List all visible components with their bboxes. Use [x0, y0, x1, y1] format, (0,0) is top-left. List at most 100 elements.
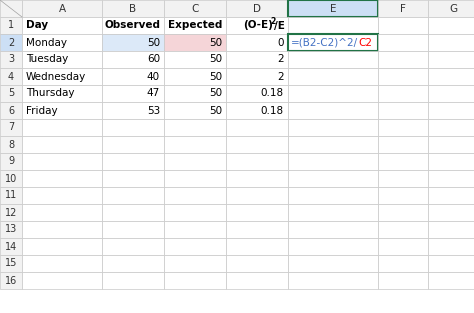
Text: 60: 60: [147, 54, 160, 64]
Bar: [226, 221, 288, 238]
Bar: [288, 102, 378, 119]
Bar: [102, 34, 164, 51]
Bar: [22, 153, 102, 170]
Bar: [378, 272, 428, 289]
Bar: [378, 255, 428, 272]
Bar: [22, 51, 102, 68]
Bar: [226, 170, 288, 187]
Text: Tuesday: Tuesday: [26, 54, 68, 64]
Bar: [288, 0, 378, 17]
Text: 1: 1: [8, 20, 14, 30]
Bar: [428, 34, 474, 51]
Bar: [226, 255, 288, 272]
Bar: [22, 255, 102, 272]
Bar: [0, 255, 22, 272]
Bar: [0, 170, 22, 187]
Bar: [102, 102, 164, 119]
Bar: [22, 68, 102, 85]
Bar: [288, 272, 378, 289]
Bar: [0, 187, 22, 204]
Text: 50: 50: [209, 71, 222, 81]
Bar: [378, 68, 428, 85]
Text: Friday: Friday: [26, 105, 58, 115]
Bar: [0, 34, 22, 51]
Bar: [22, 34, 102, 51]
Bar: [0, 272, 22, 289]
Bar: [22, 187, 102, 204]
Text: 50: 50: [209, 105, 222, 115]
Bar: [22, 119, 102, 136]
Bar: [288, 51, 378, 68]
Text: 2: 2: [277, 54, 284, 64]
Bar: [428, 51, 474, 68]
Bar: [22, 170, 102, 187]
Bar: [226, 187, 288, 204]
Bar: [164, 119, 226, 136]
Bar: [102, 255, 164, 272]
Text: Wednesday: Wednesday: [26, 71, 86, 81]
Bar: [428, 68, 474, 85]
Text: 3: 3: [8, 54, 14, 64]
Bar: [22, 17, 102, 34]
Bar: [288, 238, 378, 255]
Bar: [22, 136, 102, 153]
Bar: [102, 119, 164, 136]
Bar: [288, 85, 378, 102]
Bar: [164, 68, 226, 85]
Text: 50: 50: [147, 38, 160, 48]
Text: 12: 12: [5, 208, 17, 218]
Bar: [0, 221, 22, 238]
Text: 2: 2: [8, 38, 14, 48]
Bar: [164, 272, 226, 289]
Bar: [428, 136, 474, 153]
Bar: [164, 136, 226, 153]
Text: B: B: [129, 3, 137, 13]
Bar: [226, 68, 288, 85]
Text: 14: 14: [5, 242, 17, 252]
Text: =(B2-C2)^2/: =(B2-C2)^2/: [291, 38, 358, 48]
Bar: [428, 187, 474, 204]
Bar: [428, 221, 474, 238]
Text: D: D: [253, 3, 261, 13]
Bar: [0, 204, 22, 221]
Bar: [0, 51, 22, 68]
Bar: [288, 153, 378, 170]
Bar: [0, 136, 22, 153]
Bar: [428, 85, 474, 102]
Bar: [102, 170, 164, 187]
Text: 53: 53: [147, 105, 160, 115]
Bar: [164, 204, 226, 221]
Bar: [378, 238, 428, 255]
Bar: [428, 0, 474, 17]
Bar: [226, 85, 288, 102]
Text: 0.18: 0.18: [261, 105, 284, 115]
Bar: [0, 17, 22, 34]
Bar: [378, 136, 428, 153]
Bar: [164, 238, 226, 255]
Bar: [226, 153, 288, 170]
Bar: [378, 102, 428, 119]
Bar: [164, 255, 226, 272]
Bar: [428, 272, 474, 289]
Bar: [226, 0, 288, 17]
Bar: [226, 272, 288, 289]
Bar: [226, 102, 288, 119]
Bar: [164, 153, 226, 170]
Text: Monday: Monday: [26, 38, 67, 48]
Text: 50: 50: [209, 38, 222, 48]
Bar: [0, 85, 22, 102]
Bar: [164, 34, 226, 51]
Text: /E: /E: [274, 20, 285, 30]
Bar: [102, 136, 164, 153]
Bar: [22, 85, 102, 102]
Text: 50: 50: [209, 89, 222, 99]
Bar: [102, 272, 164, 289]
Bar: [22, 102, 102, 119]
Bar: [226, 119, 288, 136]
Bar: [428, 102, 474, 119]
Text: 47: 47: [147, 89, 160, 99]
Bar: [102, 153, 164, 170]
Bar: [0, 119, 22, 136]
Bar: [0, 102, 22, 119]
Text: 15: 15: [5, 259, 17, 269]
